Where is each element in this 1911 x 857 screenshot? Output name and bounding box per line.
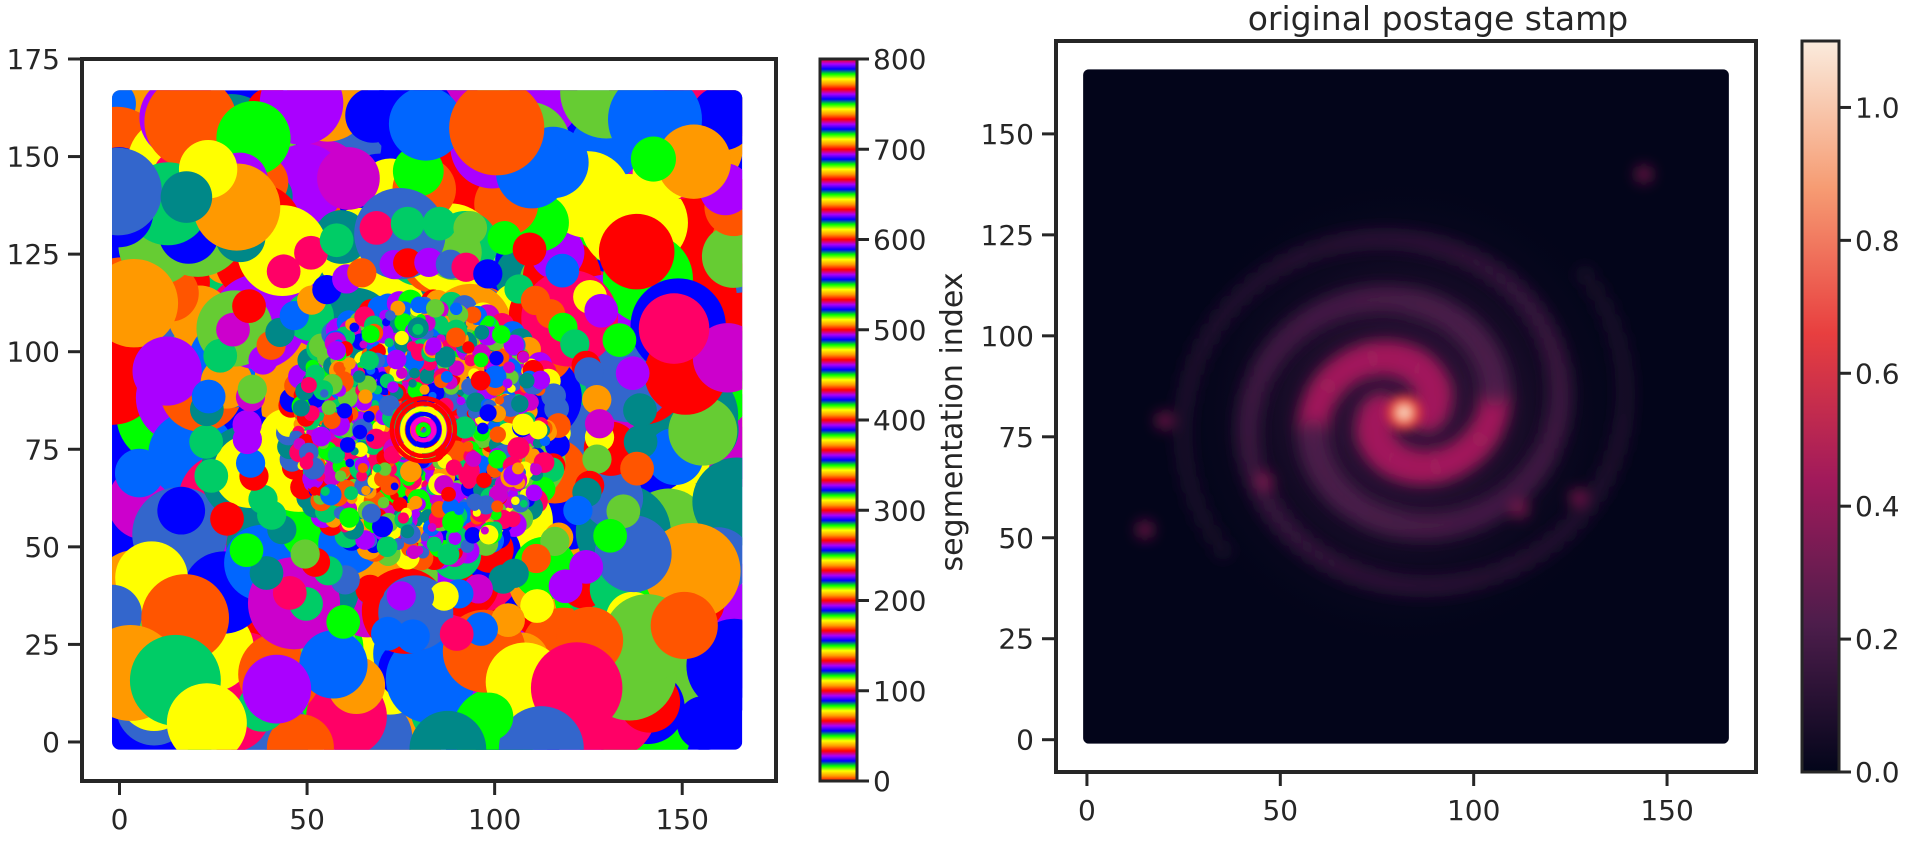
- colorbar-tick-label: 0.6: [1855, 357, 1900, 390]
- colorbar-fill: [1802, 41, 1839, 772]
- colorbar-frame: [818, 57, 859, 783]
- colorbar-tick-label: 0: [873, 765, 891, 798]
- x-tick-label: 0: [111, 803, 129, 836]
- y-tick-label: 25: [998, 623, 1034, 656]
- segmentation-image: [112, 90, 743, 750]
- colorbar-tick-label: 100: [873, 675, 926, 708]
- colorbar-tick-label: 200: [873, 585, 926, 618]
- colorbar-tick-label: 400: [873, 404, 926, 437]
- y-tick-label: 150: [7, 141, 60, 174]
- colorbar-frame: [1800, 39, 1841, 774]
- x-tick-label: 100: [1447, 794, 1500, 827]
- y-tick-label: 25: [24, 628, 60, 661]
- galaxy-image: [1083, 69, 1729, 744]
- y-tick-label: 175: [7, 43, 60, 76]
- y-tick-label: 150: [981, 118, 1034, 151]
- colorbar-tick-label: 500: [873, 314, 926, 347]
- x-tick-label: 0: [1078, 794, 1096, 827]
- y-tick-label: 100: [981, 320, 1034, 353]
- y-tick-label: 50: [24, 531, 60, 564]
- colorbar-tick-label: 1.0: [1855, 91, 1900, 124]
- y-tick-label: 125: [7, 238, 60, 271]
- colorbar-tick-label: 0.2: [1855, 623, 1900, 656]
- y-tick-label: 0: [1016, 724, 1034, 757]
- x-tick-label: 150: [655, 803, 708, 836]
- chart-title: original postage stamp: [1248, 0, 1629, 38]
- y-tick-label: 75: [998, 421, 1034, 454]
- colorbar-tick-label: 800: [873, 43, 926, 76]
- colorbar-tick-label: 300: [873, 494, 926, 527]
- y-tick-label: 75: [24, 433, 60, 466]
- y-tick-label: 125: [981, 219, 1034, 252]
- x-tick-label: 100: [468, 803, 521, 836]
- colorbar-tick-label: 600: [873, 224, 926, 257]
- colorbar-tick-label: 0.8: [1855, 224, 1900, 257]
- colorbar-label: segmentation index: [935, 272, 970, 571]
- x-tick-label: 50: [289, 803, 325, 836]
- y-tick-label: 50: [998, 522, 1034, 555]
- y-tick-label: 0: [42, 726, 60, 759]
- x-tick-label: 50: [1262, 794, 1298, 827]
- colorbar-tick-label: 0.4: [1855, 490, 1900, 523]
- colorbar-fill: [820, 59, 857, 781]
- x-tick-label: 150: [1640, 794, 1693, 827]
- axes-frame: [80, 57, 778, 783]
- colorbar-tick-label: 700: [873, 133, 926, 166]
- axes-frame: [1054, 39, 1758, 774]
- y-tick-label: 100: [7, 336, 60, 369]
- colorbar-tick-label: 0.0: [1855, 756, 1900, 789]
